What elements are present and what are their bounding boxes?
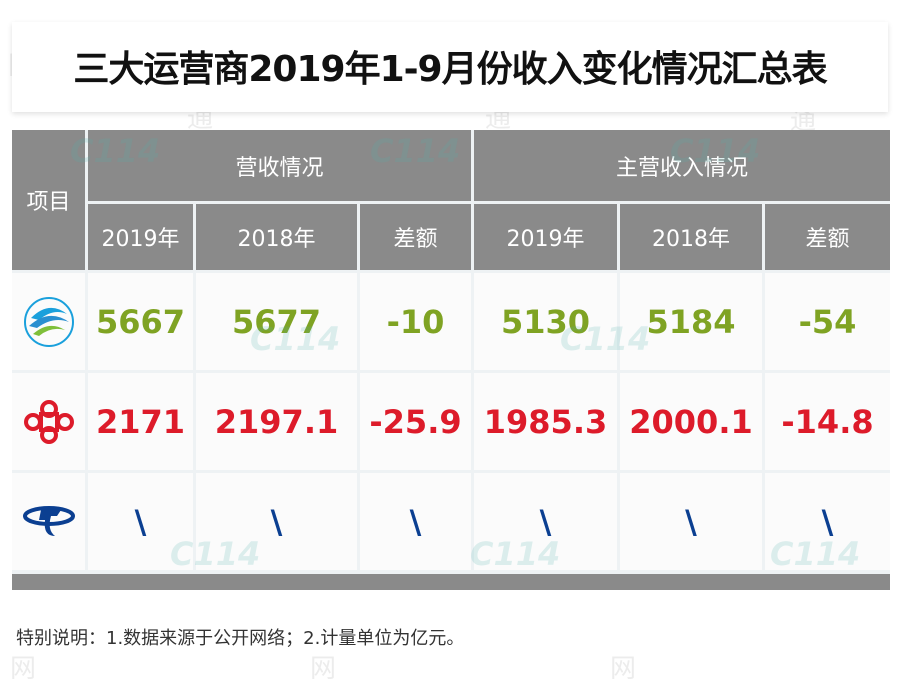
- group-header-main-revenue: 主营收入情况: [474, 130, 890, 201]
- sub-header: 差额: [765, 204, 890, 270]
- sub-header: 差额: [360, 204, 471, 270]
- table-cell: 2197.1: [196, 373, 357, 470]
- table-cell: \: [474, 473, 617, 570]
- table-cell: 5667: [88, 273, 193, 370]
- watermark-char: 网: [10, 654, 37, 684]
- table-cell: \: [620, 473, 762, 570]
- sub-header: 2019年: [88, 204, 193, 270]
- table-row-logo: [12, 373, 85, 470]
- table-row-logo: [12, 273, 85, 370]
- item-header: 项目: [12, 130, 85, 270]
- china-mobile-logo: [23, 296, 74, 347]
- china-unicom-logo: [23, 399, 74, 444]
- table-cell: 2000.1: [620, 373, 762, 470]
- title-box: 三大运营商2019年1-9月份收入变化情况汇总表: [12, 22, 888, 112]
- sub-header: 2018年: [620, 204, 762, 270]
- watermark-char: 网: [610, 654, 637, 684]
- table-cell: 2171: [88, 373, 193, 470]
- table-cell: 5184: [620, 273, 762, 370]
- table-cell: \: [196, 473, 357, 570]
- table-cell: \: [360, 473, 471, 570]
- table-cell: \: [765, 473, 890, 570]
- footnote: 特别说明：1.数据来源于公开网络；2.计量单位为亿元。: [16, 628, 465, 649]
- china-telecom-logo: [22, 505, 75, 536]
- table-cell: 5677: [196, 273, 357, 370]
- sub-header: 2019年: [474, 204, 617, 270]
- group-header-revenue: 营收情况: [88, 130, 471, 201]
- sub-header: 2018年: [196, 204, 357, 270]
- summary-table: 项目 营收情况 主营收入情况 2019年 2018年 差额 2019年 2018…: [12, 130, 890, 590]
- table-cell: 1985.3: [474, 373, 617, 470]
- table-row-logo: [12, 473, 85, 570]
- table-cell: -54: [765, 273, 890, 370]
- table-bottom-bar: [12, 574, 890, 590]
- table-cell: -14.8: [765, 373, 890, 470]
- table-cell: -10: [360, 273, 471, 370]
- page-title: 三大运营商2019年1-9月份收入变化情况汇总表: [73, 49, 827, 90]
- table-cell: 5130: [474, 273, 617, 370]
- table-cell: -25.9: [360, 373, 471, 470]
- table-cell: \: [88, 473, 193, 570]
- watermark-char: 网: [310, 654, 337, 684]
